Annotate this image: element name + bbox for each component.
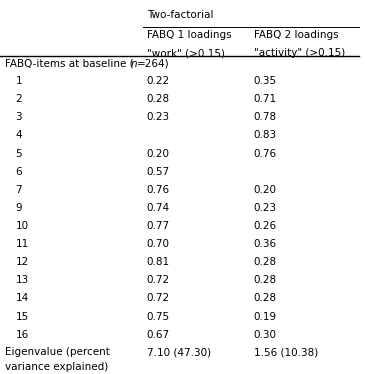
Text: 5: 5 [15, 148, 22, 159]
Text: 0.28: 0.28 [254, 294, 277, 303]
Text: 0.28: 0.28 [254, 275, 277, 285]
Text: 0.76: 0.76 [254, 148, 277, 159]
Text: 0.72: 0.72 [147, 294, 170, 303]
Text: 0.23: 0.23 [254, 203, 277, 213]
Text: 0.35: 0.35 [254, 76, 277, 86]
Text: Eigenvalue (percent: Eigenvalue (percent [5, 347, 110, 357]
Text: 0.83: 0.83 [254, 131, 277, 140]
Text: 0.78: 0.78 [254, 112, 277, 122]
Text: 7: 7 [15, 185, 22, 195]
Text: 9: 9 [15, 203, 22, 213]
Text: 0.72: 0.72 [147, 275, 170, 285]
Text: FABQ 2 loadings: FABQ 2 loadings [254, 30, 338, 40]
Text: 0.75: 0.75 [147, 312, 170, 322]
Text: 0.71: 0.71 [254, 94, 277, 104]
Text: 0.20: 0.20 [254, 185, 277, 195]
Text: 0.36: 0.36 [254, 239, 277, 249]
Text: 3: 3 [15, 112, 22, 122]
Text: 0.70: 0.70 [147, 239, 170, 249]
Text: 7.10 (47.30): 7.10 (47.30) [147, 347, 211, 357]
Text: n: n [130, 59, 137, 69]
Text: 0.26: 0.26 [254, 221, 277, 231]
Text: 0.77: 0.77 [147, 221, 170, 231]
Text: =264): =264) [137, 59, 170, 69]
Text: variance explained): variance explained) [5, 362, 108, 372]
Text: 15: 15 [15, 312, 28, 322]
Text: 0.74: 0.74 [147, 203, 170, 213]
Text: 14: 14 [15, 294, 28, 303]
Text: 10: 10 [15, 221, 28, 231]
Text: Two-factorial: Two-factorial [147, 10, 213, 21]
Text: 1.56 (10.38): 1.56 (10.38) [254, 347, 318, 357]
Text: 16: 16 [15, 330, 28, 340]
Text: 11: 11 [15, 239, 28, 249]
Text: 4: 4 [15, 131, 22, 140]
Text: 1: 1 [15, 76, 22, 86]
Text: 6: 6 [15, 167, 22, 177]
Text: "work" (>0.15): "work" (>0.15) [147, 49, 225, 58]
Text: 2: 2 [15, 94, 22, 104]
Text: 0.23: 0.23 [147, 112, 170, 122]
Text: 0.67: 0.67 [147, 330, 170, 340]
Text: 0.30: 0.30 [254, 330, 277, 340]
Text: FABQ 1 loadings: FABQ 1 loadings [147, 30, 231, 40]
Text: "activity" (>0.15): "activity" (>0.15) [254, 49, 345, 58]
Text: 0.20: 0.20 [147, 148, 170, 159]
Text: 0.28: 0.28 [147, 94, 170, 104]
Text: 0.22: 0.22 [147, 76, 170, 86]
Text: FABQ-items at baseline (: FABQ-items at baseline ( [5, 59, 134, 69]
Text: 13: 13 [15, 275, 28, 285]
Text: 0.19: 0.19 [254, 312, 277, 322]
Text: 0.76: 0.76 [147, 185, 170, 195]
Text: 0.57: 0.57 [147, 167, 170, 177]
Text: 12: 12 [15, 257, 28, 267]
Text: 0.81: 0.81 [147, 257, 170, 267]
Text: 0.28: 0.28 [254, 257, 277, 267]
